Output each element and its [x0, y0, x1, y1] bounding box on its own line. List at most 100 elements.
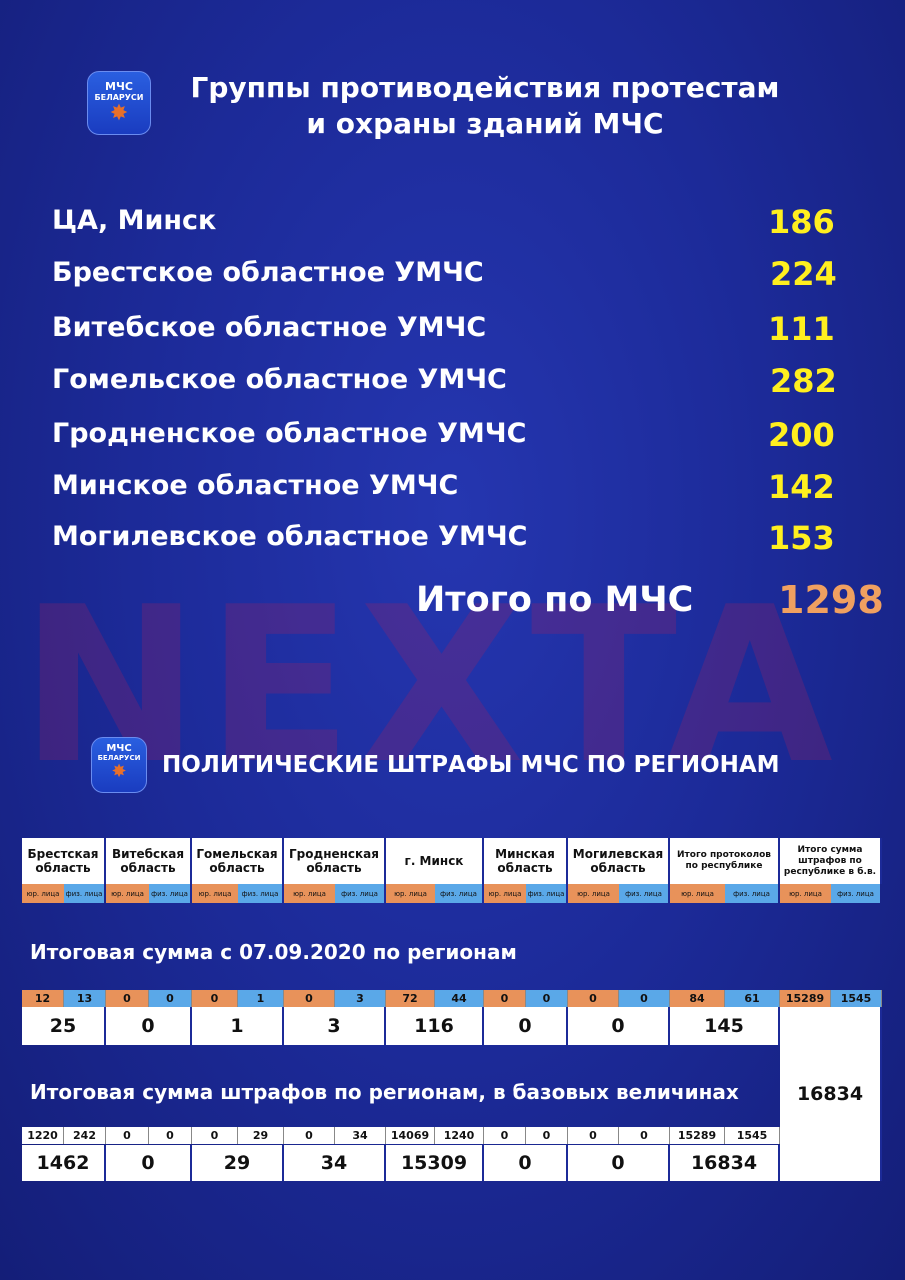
group-value: 111: [768, 310, 835, 348]
legal-count: 12: [22, 990, 64, 1007]
total-cell: 29: [192, 1145, 284, 1181]
star-emblem-icon: ✸: [111, 761, 127, 782]
individual-count: 0: [619, 1127, 670, 1144]
republic-phys: 1545: [831, 990, 882, 1007]
total-cell: 0: [568, 1145, 670, 1181]
individual-count: 0: [619, 990, 670, 1007]
individual-count: 44: [435, 990, 484, 1007]
column-header: Итого сумма штрафов по республике в б.в.: [780, 838, 882, 884]
individual-count: 1240: [435, 1127, 484, 1144]
total-cell: 0: [484, 1145, 568, 1181]
group-label: Могилевское областное УМЧС: [52, 521, 528, 552]
individual-count: 61: [725, 990, 780, 1007]
group-label: Брестское областное УМЧС: [52, 257, 484, 288]
total-label: Итого по МЧС: [416, 580, 694, 620]
group-label: Витебское областное УМЧС: [52, 312, 487, 343]
group-label: Минское областное УМЧС: [52, 470, 459, 501]
individuals-label: физ. лица: [64, 884, 104, 903]
total-cell: 3: [284, 1007, 386, 1045]
column-header: г. Минск: [386, 838, 484, 884]
total-cell: 116: [386, 1007, 484, 1045]
republic-legal: 15289: [780, 990, 831, 1007]
legal-count: 0: [568, 990, 619, 1007]
page-title: Группы противодействия протестам и охран…: [160, 70, 810, 142]
individual-count: 242: [64, 1127, 106, 1144]
total-cell: 0: [568, 1007, 670, 1045]
group-value: 142: [768, 468, 835, 506]
legal-count: 1220: [22, 1127, 64, 1144]
logo-text: МЧС: [105, 80, 133, 93]
legal-count: 14069: [386, 1127, 435, 1144]
individuals-label: физ. лица: [526, 884, 566, 903]
group-value: 224: [770, 255, 837, 293]
individual-count: 0: [526, 990, 568, 1007]
individual-count: 34: [335, 1127, 386, 1144]
total-cell: 25: [22, 1007, 106, 1045]
legal-count: 0: [284, 1127, 335, 1144]
total-cell: 145: [670, 1007, 780, 1045]
logo-subtext: БЕЛАРУСИ: [94, 93, 144, 102]
total-cell: 34: [284, 1145, 386, 1181]
legal-count: 0: [568, 1127, 619, 1144]
legal-entities-label: юр. лица: [780, 884, 831, 903]
title-line2: и охраны зданий МЧС: [306, 107, 664, 140]
legal-entities-label: юр. лица: [192, 884, 238, 903]
mchs-logo-small: МЧС БЕЛАРУСИ ✸: [91, 737, 147, 793]
column-header: Гродненская область: [284, 838, 386, 884]
total-cell: 16834: [670, 1145, 780, 1181]
group-value: 200: [768, 416, 835, 454]
column-header: Минская область: [484, 838, 568, 884]
legal-count: 0: [284, 990, 335, 1007]
column-header: Витебская область: [106, 838, 192, 884]
total-value: 1298: [778, 578, 884, 622]
individuals-label: физ. лица: [335, 884, 384, 903]
legal-count: 0: [106, 1127, 149, 1144]
group-label: ЦА, Минск: [52, 205, 217, 236]
individual-count: 29: [238, 1127, 284, 1144]
individual-count: 0: [526, 1127, 568, 1144]
individuals-label: физ. лица: [435, 884, 482, 903]
individual-count: 3: [335, 990, 386, 1007]
legal-entities-label: юр. лица: [568, 884, 619, 903]
individuals-label: физ. лица: [725, 884, 778, 903]
legal-count: 0: [106, 990, 149, 1007]
logo-text: МЧС: [106, 743, 132, 754]
section1-title: Итоговая сумма с 07.09.2020 по регионам: [30, 940, 517, 964]
legal-entities-label: юр. лица: [22, 884, 64, 903]
individual-count: 0: [149, 1127, 192, 1144]
total-cell: 0: [484, 1007, 568, 1045]
legal-count: 15289: [670, 1127, 725, 1144]
logo-subtext: БЕЛАРУСИ: [97, 754, 141, 762]
legal-count: 0: [484, 990, 526, 1007]
legal-count: 0: [192, 990, 238, 1007]
group-value: 186: [768, 203, 835, 241]
individual-count: 13: [64, 990, 106, 1007]
legal-count: 84: [670, 990, 725, 1007]
column-header: Брестская область: [22, 838, 106, 884]
legal-entities-label: юр. лица: [106, 884, 149, 903]
star-emblem-icon: ✸: [109, 101, 129, 126]
legal-entities-label: юр. лица: [484, 884, 526, 903]
total-cell: 1462: [22, 1145, 106, 1181]
column-header: Могилевская область: [568, 838, 670, 884]
legal-count: 0: [192, 1127, 238, 1144]
group-label: Гомельское областное УМЧС: [52, 364, 507, 395]
section2-title: Итоговая сумма штрафов по регионам, в ба…: [30, 1080, 739, 1104]
individuals-label: физ. лица: [149, 884, 190, 903]
total-cell: 0: [106, 1007, 192, 1045]
group-value: 282: [770, 362, 837, 400]
group-value: 153: [768, 519, 835, 557]
total-cell: 15309: [386, 1145, 484, 1181]
group-label: Гродненское областное УМЧС: [52, 418, 527, 449]
individuals-label: физ. лица: [238, 884, 282, 903]
mchs-logo: МЧС БЕЛАРУСИ ✸: [87, 71, 151, 135]
column-header: Гомельская область: [192, 838, 284, 884]
fines-title: ПОЛИТИЧЕСКИЕ ШТРАФЫ МЧС ПО РЕГИОНАМ: [162, 752, 780, 778]
total-cell: 1: [192, 1007, 284, 1045]
watermark: NEXTA: [20, 560, 839, 811]
title-line1: Группы противодействия протестам: [190, 71, 780, 104]
individual-count: 1: [238, 990, 284, 1007]
total-cell: 0: [106, 1145, 192, 1181]
individual-count: 0: [149, 990, 192, 1007]
legal-entities-label: юр. лица: [284, 884, 335, 903]
